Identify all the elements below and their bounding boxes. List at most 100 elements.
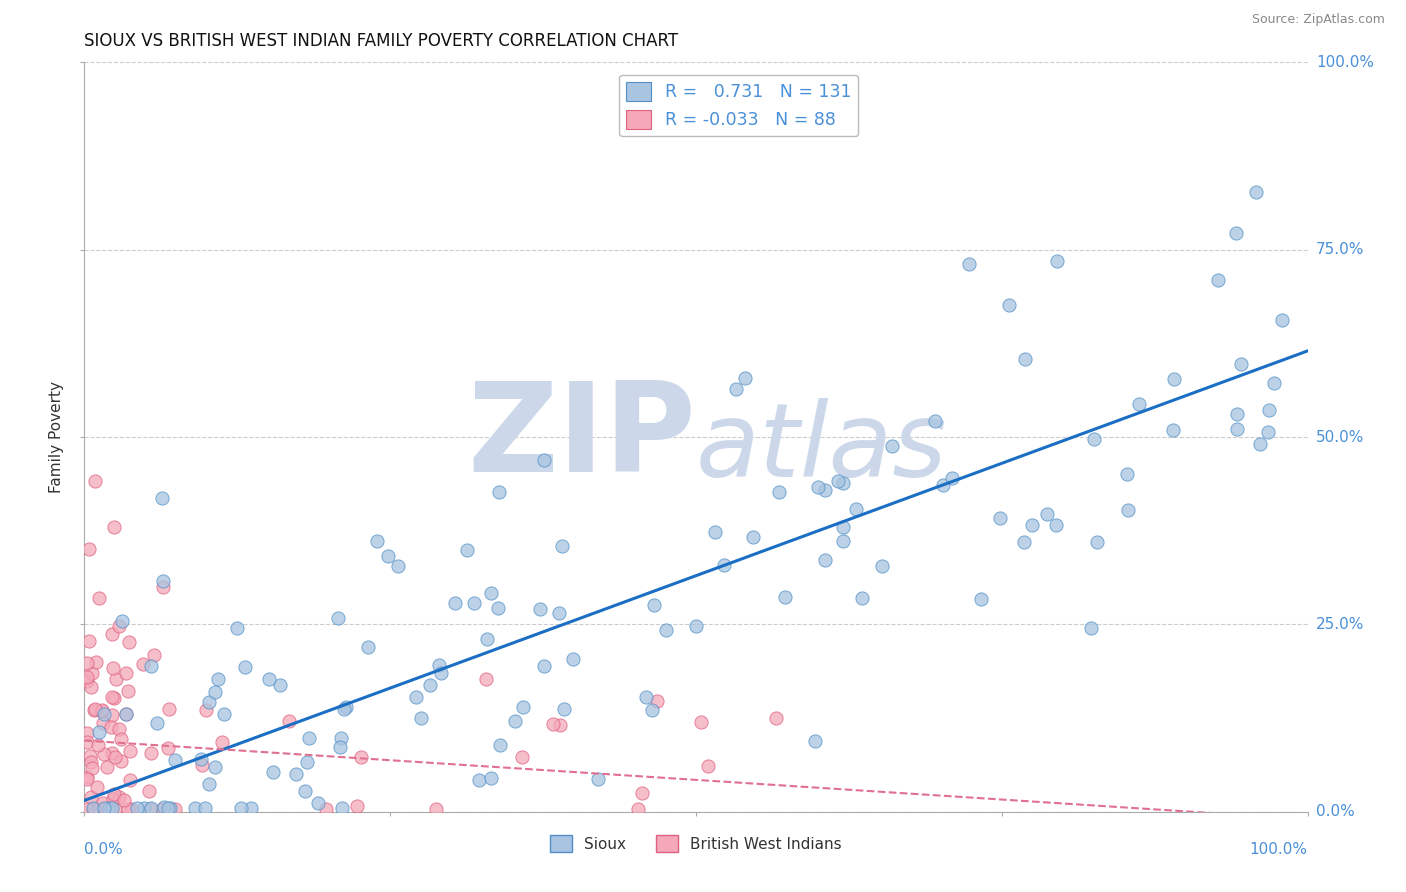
Point xyxy=(1046,254,1069,268)
Point xyxy=(533,453,555,467)
Point xyxy=(108,619,131,633)
Point xyxy=(110,732,132,747)
Point xyxy=(132,657,155,672)
Point xyxy=(627,802,650,816)
Point xyxy=(101,690,124,705)
Point xyxy=(586,772,609,787)
Point xyxy=(409,710,432,724)
Point xyxy=(125,801,148,815)
Point xyxy=(479,586,502,600)
Point xyxy=(998,298,1021,312)
Point xyxy=(157,801,180,815)
Point xyxy=(96,760,118,774)
Point xyxy=(80,755,103,769)
Point xyxy=(533,659,555,673)
Point xyxy=(83,703,105,717)
Point xyxy=(1128,397,1150,411)
Point xyxy=(561,652,583,666)
Point xyxy=(76,772,98,786)
Point xyxy=(101,707,124,722)
Point xyxy=(641,703,664,717)
Point xyxy=(108,789,131,804)
Point xyxy=(150,802,173,816)
Point xyxy=(157,702,180,716)
Point xyxy=(83,474,105,488)
Point xyxy=(194,702,217,716)
Point xyxy=(76,670,98,684)
Point xyxy=(204,685,226,699)
Point xyxy=(233,660,256,674)
Point xyxy=(194,801,217,815)
Point xyxy=(831,520,853,534)
Point xyxy=(366,534,388,549)
Point xyxy=(104,802,127,816)
Point xyxy=(804,734,827,748)
Point xyxy=(335,699,357,714)
Text: 0.0%: 0.0% xyxy=(84,842,124,856)
Point xyxy=(315,802,337,816)
Point xyxy=(190,757,212,772)
Point xyxy=(139,802,162,816)
Point xyxy=(143,648,166,662)
Point xyxy=(111,614,134,628)
Point xyxy=(832,476,855,491)
Point xyxy=(269,678,291,692)
Point xyxy=(90,704,112,718)
Point xyxy=(1036,507,1059,521)
Point xyxy=(76,726,98,740)
Text: SIOUX VS BRITISH WEST INDIAN FAMILY POVERTY CORRELATION CHART: SIOUX VS BRITISH WEST INDIAN FAMILY POVE… xyxy=(84,32,679,50)
Point xyxy=(83,702,105,716)
Point xyxy=(1116,503,1139,517)
Point xyxy=(703,525,725,540)
Point xyxy=(184,801,207,815)
Point xyxy=(1116,467,1139,481)
Point xyxy=(103,787,125,801)
Point xyxy=(277,714,299,729)
Point xyxy=(165,752,187,766)
Point xyxy=(156,740,179,755)
Point xyxy=(103,690,125,705)
Point xyxy=(1206,273,1229,287)
Point xyxy=(326,611,349,625)
Point xyxy=(285,767,308,781)
Point xyxy=(93,747,115,761)
Point xyxy=(357,640,380,654)
Point xyxy=(79,633,101,648)
Point xyxy=(89,591,111,605)
Text: Source: ZipAtlas.com: Source: ZipAtlas.com xyxy=(1251,13,1385,27)
Point xyxy=(1257,425,1279,440)
Point xyxy=(76,674,98,689)
Point xyxy=(553,702,575,716)
Point xyxy=(387,558,409,573)
Point xyxy=(146,715,169,730)
Point xyxy=(93,706,115,721)
Point xyxy=(870,559,893,574)
Text: 25.0%: 25.0% xyxy=(1316,617,1364,632)
Point xyxy=(101,792,124,806)
Point xyxy=(298,731,321,745)
Point xyxy=(190,752,212,766)
Point xyxy=(970,591,993,606)
Point xyxy=(76,735,98,749)
Point xyxy=(239,801,262,815)
Point xyxy=(1258,402,1281,417)
Point xyxy=(765,711,787,725)
Point xyxy=(882,439,904,453)
Point xyxy=(97,802,120,816)
Point xyxy=(350,749,373,764)
Point xyxy=(294,783,316,797)
Point xyxy=(198,695,221,709)
Point xyxy=(1083,432,1105,446)
Point xyxy=(1014,352,1036,367)
Point xyxy=(82,802,104,816)
Point xyxy=(725,382,748,396)
Point xyxy=(86,655,108,669)
Point xyxy=(198,776,221,790)
Point xyxy=(152,799,174,814)
Point xyxy=(333,702,356,716)
Point xyxy=(207,672,229,686)
Point xyxy=(425,802,447,816)
Y-axis label: Family Poverty: Family Poverty xyxy=(49,381,65,493)
Point xyxy=(139,746,162,760)
Text: 100.0%: 100.0% xyxy=(1250,842,1308,856)
